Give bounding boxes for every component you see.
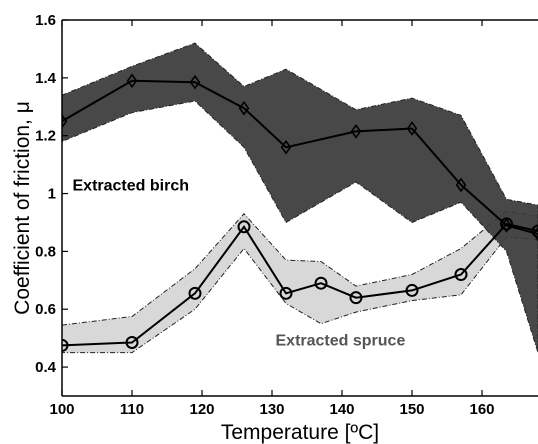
point-extracted-spruce-10 bbox=[531, 224, 538, 238]
band-extracted-birch bbox=[62, 42, 538, 353]
x-tick-label: 110 bbox=[120, 401, 144, 418]
point-extracted-birch-8 bbox=[501, 217, 512, 233]
point-extracted-birch-3 bbox=[238, 100, 250, 116]
x-tick-label: 120 bbox=[189, 401, 214, 418]
line-extracted-spruce bbox=[62, 222, 538, 347]
line-extracted-birch bbox=[62, 79, 538, 235]
point-extracted-birch-1 bbox=[126, 73, 138, 89]
point-extracted-birch-4 bbox=[280, 139, 292, 155]
annotation-extracted-birch: Extracted birch bbox=[73, 178, 189, 195]
point-extracted-spruce-5 bbox=[314, 276, 328, 290]
point-extracted-spruce-6 bbox=[349, 291, 363, 305]
point-extracted-birch-2 bbox=[189, 74, 201, 90]
point-extracted-birch-6 bbox=[406, 121, 418, 136]
annotation-extracted-spruce: Extracted spruce bbox=[276, 332, 406, 349]
x-tick-label: 160 bbox=[469, 401, 494, 418]
x-tick-label: 140 bbox=[329, 401, 354, 418]
y-axis-title: Coefficient of friction, μ bbox=[11, 101, 34, 315]
point-extracted-spruce-7 bbox=[405, 283, 419, 297]
point-extracted-spruce-2 bbox=[188, 286, 202, 300]
band-extracted-spruce bbox=[62, 210, 538, 354]
point-extracted-spruce-4 bbox=[279, 286, 293, 300]
point-extracted-spruce-8 bbox=[454, 268, 468, 282]
x-tick-label: 130 bbox=[259, 401, 284, 418]
point-extracted-spruce-3 bbox=[237, 220, 251, 234]
x-tick-label: 100 bbox=[49, 401, 74, 418]
y-tick-label: 0.4 bbox=[35, 359, 57, 376]
point-extracted-spruce-1 bbox=[125, 335, 139, 349]
y-tick-label: 1.4 bbox=[35, 70, 57, 87]
y-tick-label: 0.8 bbox=[35, 243, 56, 260]
y-tick-label: 1.6 bbox=[35, 12, 56, 29]
point-extracted-spruce-0 bbox=[62, 338, 69, 352]
point-extracted-birch-9 bbox=[532, 226, 538, 242]
y-tick-label: 1.2 bbox=[35, 128, 56, 145]
point-extracted-birch-0 bbox=[62, 113, 68, 129]
x-axis-title: Temperature [ºC] bbox=[221, 421, 379, 444]
y-tick-label: 0.6 bbox=[35, 301, 56, 318]
point-extracted-birch-7 bbox=[455, 177, 467, 193]
point-extracted-birch-5 bbox=[350, 123, 362, 139]
x-tick-label: 150 bbox=[399, 401, 424, 418]
y-tick-label: 1 bbox=[48, 186, 56, 203]
